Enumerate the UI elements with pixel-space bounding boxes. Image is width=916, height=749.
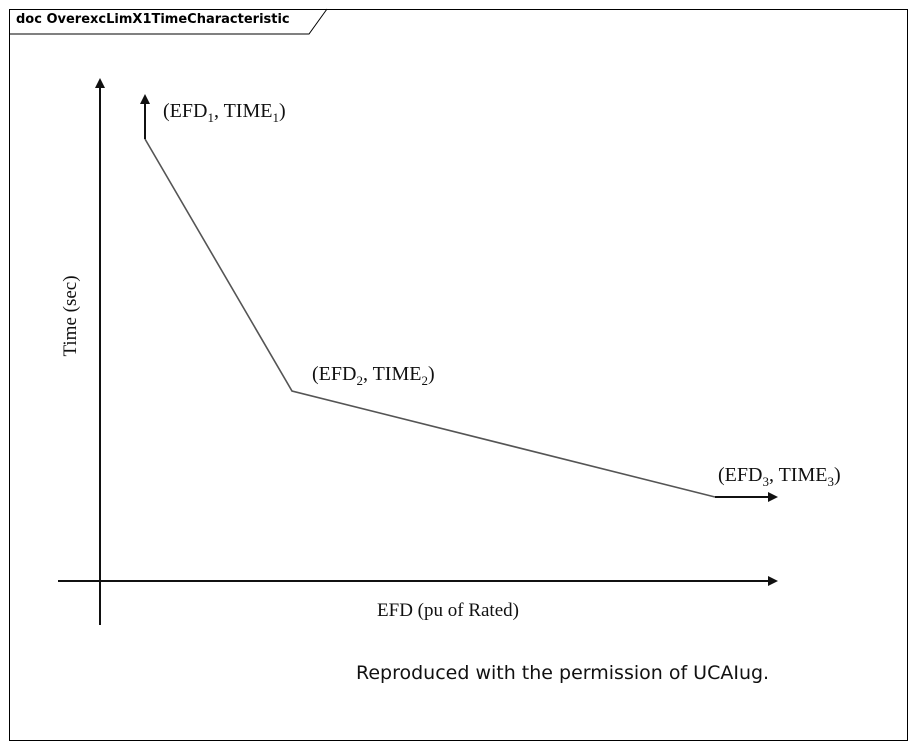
title-tab: [9, 8, 328, 35]
y-axis-label: Time (sec): [60, 275, 81, 356]
characteristic-curve: [144, 138, 716, 498]
diagram-frame: [9, 9, 908, 741]
x-axis-label: EFD (pu of Rated): [377, 600, 519, 621]
document-title: doc OverexcLimX1TimeCharacteristic: [16, 12, 290, 27]
point-3-label: (EFD3, TIME3): [718, 464, 841, 489]
point-2-label: (EFD2, TIME2): [312, 363, 435, 388]
permission-credit: Reproduced with the permission of UCAIug…: [356, 662, 770, 684]
point-1-label: (EFD1, TIME1): [163, 100, 286, 125]
